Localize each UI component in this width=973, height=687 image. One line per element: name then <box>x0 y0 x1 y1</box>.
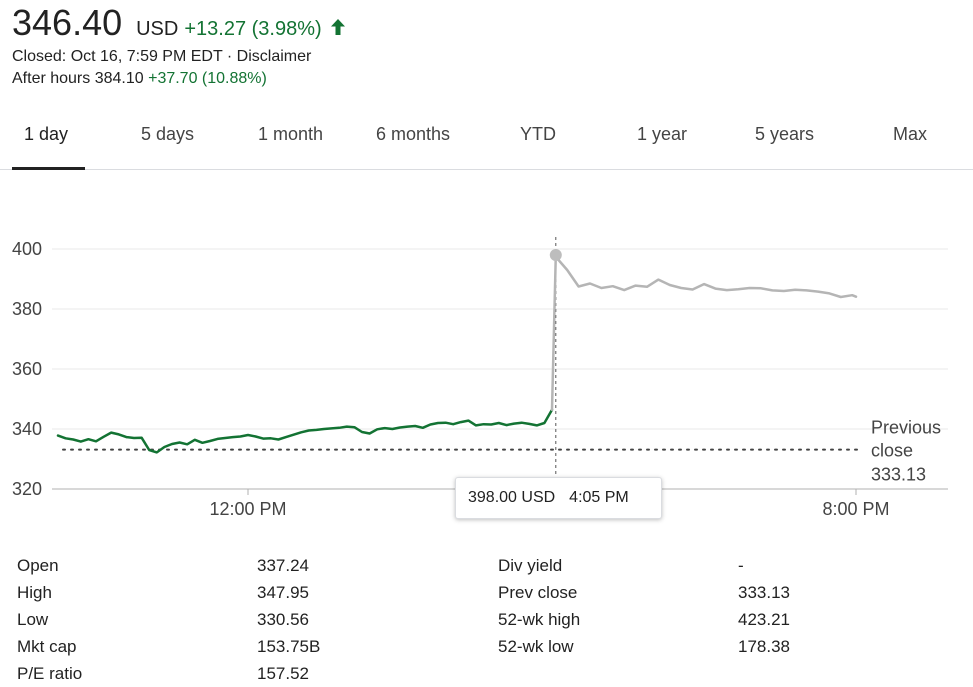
tab-max[interactable]: Max <box>893 124 928 144</box>
y-tick-label: 400 <box>12 239 42 259</box>
x-tick-label: 12:00 PM <box>209 499 286 519</box>
quote-header: 346.40 USD +13.27 (3.98%) <box>12 2 346 46</box>
stat-label: Open <box>17 556 59 575</box>
y-tick-label: 340 <box>12 419 42 439</box>
tooltip-price: 398.00 USD <box>468 489 556 506</box>
stat-value: 178.38 <box>738 637 790 656</box>
tab-ytd[interactable]: YTD <box>520 124 556 144</box>
previous-close-label: close <box>871 441 913 461</box>
stat-value: 423.21 <box>738 610 790 629</box>
stat-value: - <box>738 556 744 575</box>
key-stats: Open 337.24 High 347.95 Low 330.56 Mkt c… <box>17 556 957 686</box>
previous-close-label: Previous <box>871 418 941 438</box>
stat-label: High <box>17 583 52 602</box>
range-tabs: 1 day 5 days 1 month 6 months YTD 1 year… <box>0 110 973 170</box>
hover-point <box>549 249 562 261</box>
closed-status: Closed: Oct 16, 7:59 PM EDT · Disclaimer <box>12 48 312 65</box>
previous-close-value: 333.13 <box>871 465 926 485</box>
stat-label: Div yield <box>498 556 563 575</box>
currency: USD <box>136 18 179 40</box>
tab-1-year[interactable]: 1 year <box>637 124 688 144</box>
y-tick-label: 360 <box>12 359 42 379</box>
tab-6-months[interactable]: 6 months <box>376 124 451 144</box>
stat-value: 333.13 <box>738 583 790 602</box>
after-hours-change: +37.70 (10.88%) <box>148 70 267 87</box>
series-line-regular <box>56 408 554 454</box>
y-tick-label: 320 <box>12 479 42 499</box>
x-tick-label: 8:00 PM <box>822 499 889 519</box>
tab-5-years[interactable]: 5 years <box>755 124 815 144</box>
stat-label: Mkt cap <box>17 637 77 656</box>
tab-1-day[interactable]: 1 day <box>24 124 69 144</box>
tab-5-days[interactable]: 5 days <box>141 124 195 144</box>
series-line-after-hours <box>550 253 858 412</box>
after-hours: After hours 384.10 +37.70 (10.88%) <box>12 70 267 88</box>
stat-value: 153.75B <box>257 637 321 656</box>
price: 346.40 <box>12 2 123 43</box>
stat-label: 52-wk low <box>498 637 574 656</box>
y-tick-label: 380 <box>12 299 42 319</box>
active-tab-indicator <box>12 167 85 170</box>
tooltip-time: 4:05 PM <box>569 489 629 506</box>
hover-tooltip: 398.00 USD 4:05 PM <box>455 477 662 519</box>
stat-label: 52-wk high <box>498 610 581 629</box>
arrow-up-icon <box>330 18 346 36</box>
stat-label: Low <box>17 610 49 629</box>
tab-1-month[interactable]: 1 month <box>258 124 324 144</box>
stat-value: 347.95 <box>257 583 309 602</box>
stat-label: P/E ratio <box>17 664 83 683</box>
after-hours-label: After hours 384.10 <box>12 70 144 87</box>
price-chart[interactable]: 400 380 360 340 320 12:00 PM 8:00 PM Previous cl… <box>0 180 973 525</box>
price-change: +13.27 (3.98%) <box>184 18 322 40</box>
stat-value: 337.24 <box>257 556 309 575</box>
stat-label: Prev close <box>498 583 578 602</box>
stat-value: 157.52 <box>257 664 309 683</box>
stat-value: 330.56 <box>257 610 309 629</box>
